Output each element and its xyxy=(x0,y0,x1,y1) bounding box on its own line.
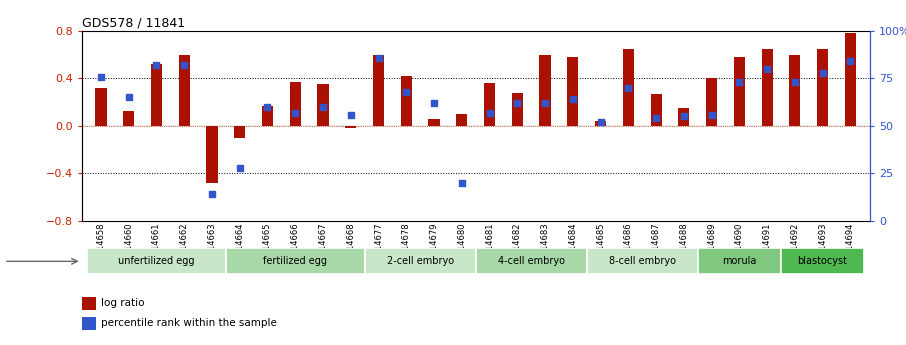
Text: GDS578 / 11841: GDS578 / 11841 xyxy=(82,17,185,30)
Point xyxy=(565,97,580,102)
Point xyxy=(593,119,608,125)
Bar xyxy=(178,55,189,126)
Point xyxy=(704,112,718,117)
Bar xyxy=(698,248,781,274)
Bar xyxy=(123,110,134,126)
Text: unfertilized egg: unfertilized egg xyxy=(118,256,195,266)
Point xyxy=(177,62,191,68)
Point xyxy=(510,100,525,106)
Point xyxy=(732,80,747,85)
Bar xyxy=(345,126,356,128)
Text: 8-cell embryo: 8-cell embryo xyxy=(609,256,676,266)
Point xyxy=(455,180,469,186)
Bar xyxy=(817,49,828,126)
Point xyxy=(121,95,136,100)
Point xyxy=(233,165,247,170)
Text: 4-cell embryo: 4-cell embryo xyxy=(497,256,564,266)
Point xyxy=(538,100,553,106)
Bar xyxy=(364,248,476,274)
Bar xyxy=(781,248,864,274)
Point xyxy=(621,85,635,91)
Point xyxy=(677,114,691,119)
Text: 2-cell embryo: 2-cell embryo xyxy=(387,256,454,266)
Point xyxy=(815,70,830,76)
Point xyxy=(427,100,441,106)
Bar xyxy=(651,94,661,126)
Bar xyxy=(734,57,745,126)
Text: blastocyst: blastocyst xyxy=(797,256,848,266)
Point xyxy=(343,112,358,117)
Bar xyxy=(587,248,698,274)
Bar xyxy=(476,248,587,274)
Point xyxy=(93,74,108,79)
Bar xyxy=(762,49,773,126)
Bar xyxy=(789,55,800,126)
Point xyxy=(371,55,386,60)
Bar xyxy=(151,64,162,126)
Bar xyxy=(317,85,329,126)
Text: percentile rank within the sample: percentile rank within the sample xyxy=(101,318,277,328)
Bar xyxy=(512,93,523,126)
Bar xyxy=(429,119,439,126)
Text: morula: morula xyxy=(722,256,757,266)
Bar xyxy=(679,108,689,126)
Point xyxy=(399,89,413,95)
Bar xyxy=(622,49,634,126)
Point xyxy=(149,62,164,68)
Bar xyxy=(844,33,856,126)
Point xyxy=(288,110,303,115)
Point xyxy=(787,80,802,85)
Point xyxy=(316,104,331,110)
Bar xyxy=(87,248,226,274)
Bar xyxy=(373,55,384,126)
Text: fertilized egg: fertilized egg xyxy=(264,256,327,266)
Bar xyxy=(207,126,217,183)
Bar xyxy=(82,317,96,330)
Bar xyxy=(82,296,96,310)
Point xyxy=(260,104,275,110)
Point xyxy=(482,110,496,115)
Bar xyxy=(400,76,412,126)
Point xyxy=(649,116,663,121)
Bar xyxy=(262,106,273,126)
Point xyxy=(205,191,219,197)
Bar xyxy=(567,57,578,126)
Bar xyxy=(484,83,495,126)
Point xyxy=(843,59,858,64)
Bar xyxy=(95,88,107,126)
Bar xyxy=(595,121,606,126)
Bar xyxy=(234,126,246,138)
Point xyxy=(760,66,775,72)
Bar xyxy=(226,248,364,274)
Bar xyxy=(290,82,301,126)
Text: log ratio: log ratio xyxy=(101,298,145,308)
Bar xyxy=(539,55,551,126)
Bar xyxy=(706,79,718,126)
Bar xyxy=(457,114,467,126)
